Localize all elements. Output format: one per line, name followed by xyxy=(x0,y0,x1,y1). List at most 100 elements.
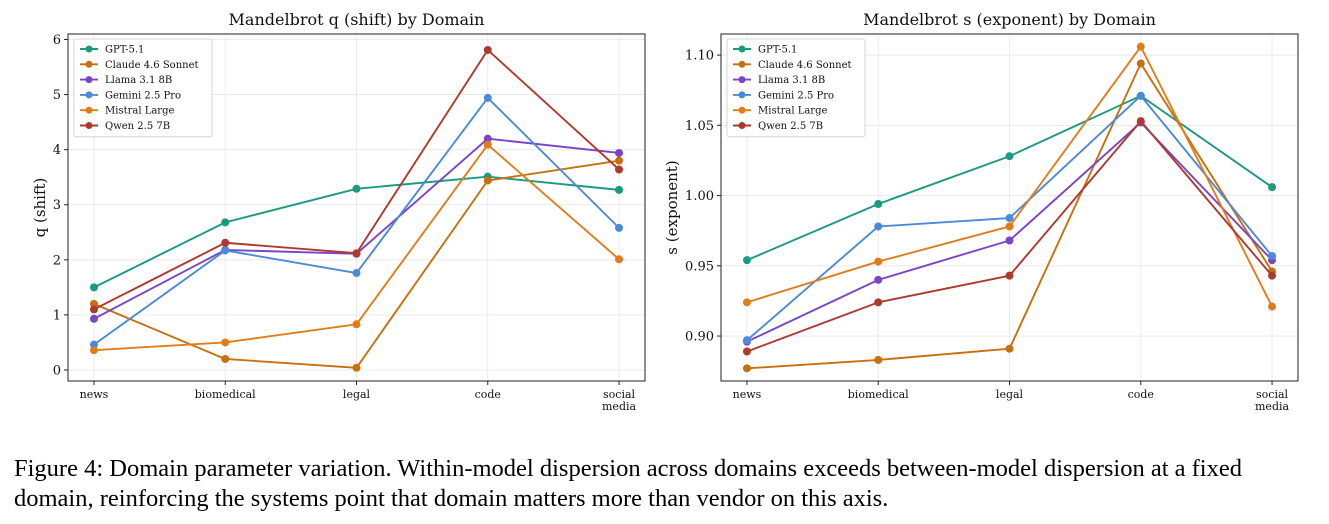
data-point xyxy=(1268,271,1277,280)
x-tick-label: legal xyxy=(996,388,1024,401)
legend-label: Llama 3.1 8B xyxy=(105,75,172,86)
y-tick-label: 4 xyxy=(53,143,61,158)
data-point xyxy=(483,140,492,149)
x-tick-label: news xyxy=(80,388,109,401)
legend-marker xyxy=(85,45,93,53)
data-point xyxy=(1005,214,1014,223)
x-tick-label: social xyxy=(603,388,636,401)
y-tick-label: 1 xyxy=(53,308,61,323)
legend-box xyxy=(726,38,866,138)
data-point xyxy=(483,45,492,54)
data-point xyxy=(89,283,98,292)
legend-label: Mistral Large xyxy=(758,106,827,117)
chart-panel-1: 0 1 2 3 4 5 6 news biomedical legal code socialmedi… xyxy=(31,10,646,413)
series-mistral-large xyxy=(742,42,1277,311)
data-point xyxy=(1136,91,1145,100)
data-point xyxy=(89,346,98,355)
data-point xyxy=(1005,271,1014,280)
series-claude-4-6-sonnet xyxy=(89,156,624,372)
data-point xyxy=(352,184,361,193)
legend-marker xyxy=(85,91,93,99)
legend-label: GPT-5.1 xyxy=(105,45,144,56)
data-point xyxy=(352,249,361,258)
data-point xyxy=(89,305,98,314)
chart-title: Mandelbrot s (exponent) by Domain xyxy=(863,10,1156,29)
legend-label: Llama 3.1 8B xyxy=(758,75,825,86)
series-gemini-2-5-pro xyxy=(742,91,1277,345)
x-tick-label: legal xyxy=(343,388,371,401)
data-point xyxy=(352,363,361,372)
data-point xyxy=(615,223,624,232)
data-point xyxy=(221,246,230,255)
y-tick-label: 0.95 xyxy=(685,259,714,274)
y-tick-label: 1.10 xyxy=(685,49,714,64)
data-point xyxy=(483,176,492,185)
data-point xyxy=(221,218,230,227)
legend-label: Gemini 2.5 Pro xyxy=(758,90,834,101)
x-tick-label: biomedical xyxy=(195,388,256,401)
data-point xyxy=(1268,183,1277,192)
data-point xyxy=(483,93,492,102)
legend-marker xyxy=(738,45,746,53)
data-point xyxy=(221,354,230,363)
legend-label: Qwen 2.5 7B xyxy=(758,121,823,132)
legend-label: GPT-5.1 xyxy=(758,45,797,56)
y-tick-label: 5 xyxy=(53,88,61,103)
data-point xyxy=(352,320,361,329)
data-point xyxy=(742,336,751,345)
figure-caption: Figure 4: Domain parameter variation. Wi… xyxy=(14,455,1242,512)
series-mistral-large xyxy=(89,140,624,355)
data-point xyxy=(874,298,883,307)
data-point xyxy=(874,199,883,208)
data-point xyxy=(615,148,624,157)
x-tick-label: code xyxy=(475,388,501,401)
series-qwen-2-5-7b xyxy=(89,45,624,314)
legend-marker xyxy=(738,106,746,114)
data-point xyxy=(874,275,883,284)
legend-box xyxy=(73,38,213,138)
x-tick-label: biomedical xyxy=(848,388,909,401)
data-point xyxy=(742,298,751,307)
data-point xyxy=(1268,302,1277,311)
data-point xyxy=(352,269,361,278)
x-tick-label: media xyxy=(1255,400,1290,413)
x-tick-label: media xyxy=(602,400,637,413)
data-point xyxy=(221,338,230,347)
data-point xyxy=(1136,42,1145,51)
data-point xyxy=(1268,251,1277,260)
data-point xyxy=(1005,344,1014,353)
data-point xyxy=(742,256,751,265)
y-axis-label: q (shift) xyxy=(31,178,49,238)
x-tick-label: news xyxy=(733,388,762,401)
data-point xyxy=(1005,222,1014,231)
chart-panel-2: 0.90 0.95 1.00 1.05 1.10 news biomedical legal c… xyxy=(663,10,1299,413)
data-point xyxy=(615,255,624,264)
data-point xyxy=(615,165,624,174)
y-axis-label: s (exponent) xyxy=(663,160,681,254)
legend-label: Gemini 2.5 Pro xyxy=(105,90,181,101)
data-point xyxy=(483,134,492,143)
y-tick-label: 2 xyxy=(53,253,61,268)
series-qwen-2-5-7b xyxy=(742,117,1277,356)
legend-marker xyxy=(738,91,746,99)
legend-marker xyxy=(85,122,93,129)
y-tick-label: 1.00 xyxy=(685,189,714,204)
y-tick-label: 0 xyxy=(53,363,61,378)
legend-marker xyxy=(85,76,93,84)
x-tick-label: code xyxy=(1128,388,1154,401)
series-gpt-5-1 xyxy=(89,172,624,292)
data-point xyxy=(1136,117,1145,126)
legend-marker xyxy=(738,76,746,84)
data-point xyxy=(742,364,751,373)
legend-marker xyxy=(738,122,746,129)
legend-label: Qwen 2.5 7B xyxy=(105,121,170,132)
series-gemini-2-5-pro xyxy=(89,93,624,349)
data-point xyxy=(615,185,624,194)
y-tick-label: 6 xyxy=(53,33,61,48)
data-point xyxy=(874,222,883,231)
data-point xyxy=(89,299,98,308)
data-point xyxy=(221,238,230,247)
y-tick-label: 3 xyxy=(53,198,61,213)
data-point xyxy=(1005,236,1014,245)
